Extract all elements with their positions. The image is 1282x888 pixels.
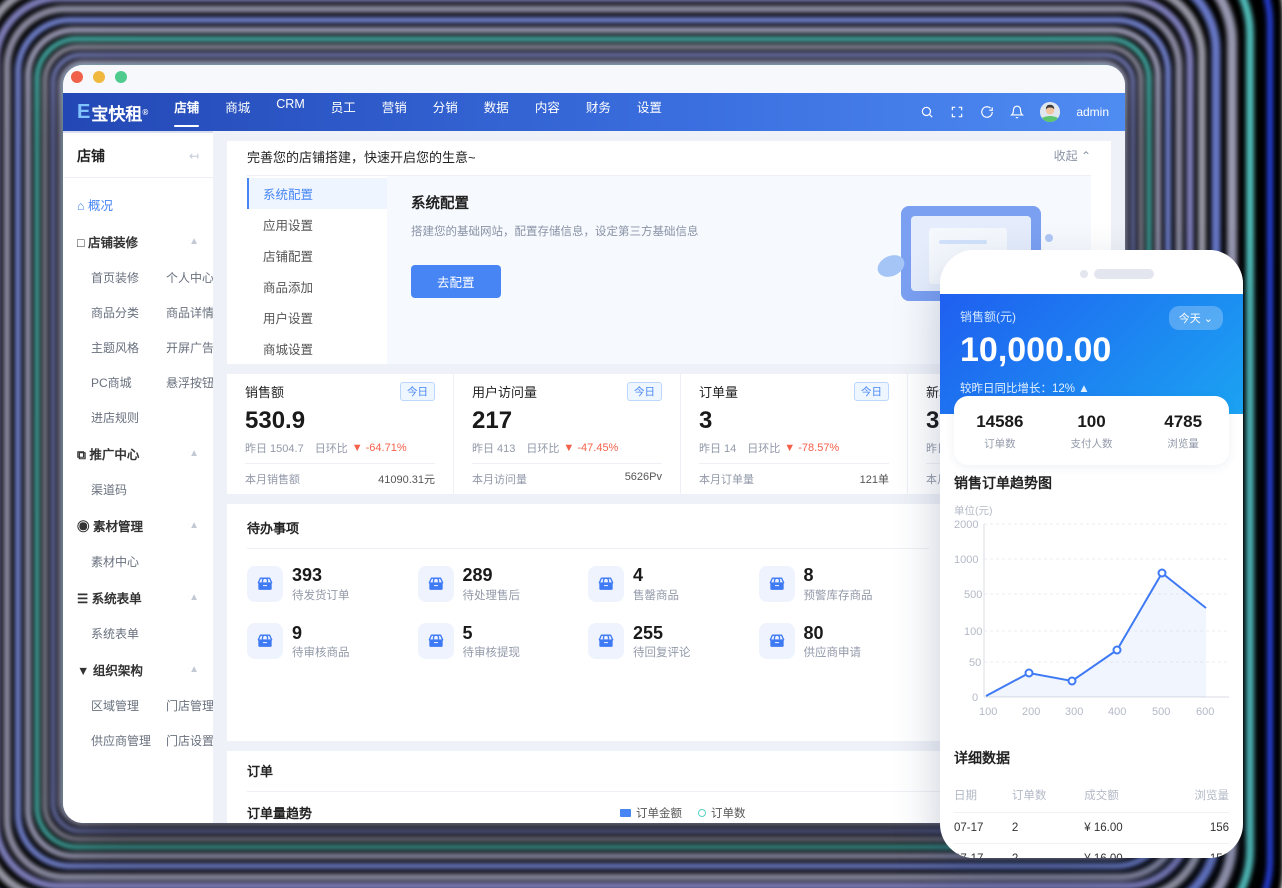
svg-text:200: 200 [1022,706,1040,718]
svg-text:300: 300 [1065,706,1083,718]
svg-text:500: 500 [964,589,982,601]
svg-text:1000: 1000 [954,554,978,566]
svg-text:2000: 2000 [954,519,978,531]
svg-text:500: 500 [1152,706,1170,718]
svg-text:400: 400 [1108,706,1126,718]
svg-text:100: 100 [979,706,997,718]
svg-text:0: 0 [972,692,978,704]
svg-text:100: 100 [964,626,982,638]
svg-text:600: 600 [1196,706,1214,718]
svg-text:50: 50 [969,657,981,669]
